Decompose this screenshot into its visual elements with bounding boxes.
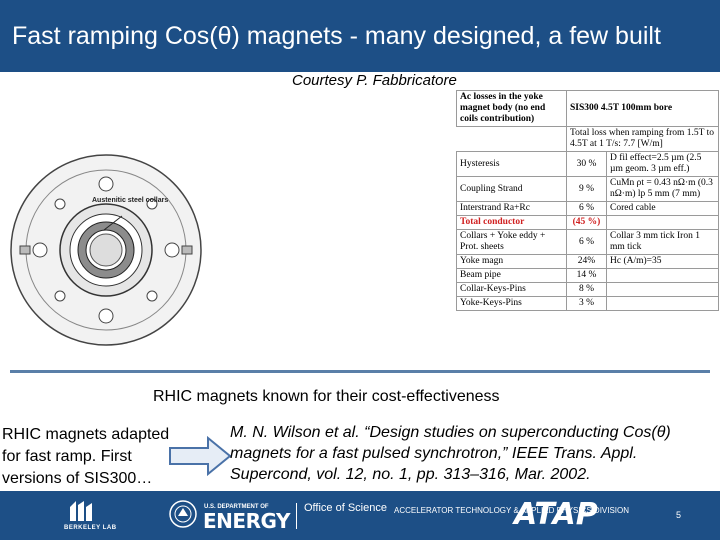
table-row: Coupling Strand 9 % CuMn ρt = 0.43 nΩ·m … (456, 176, 719, 202)
table-cell: Collar 3 mm tick Iron 1 mm tick (606, 229, 719, 255)
table-cell: 9 % (566, 176, 607, 202)
doe-seal-icon (169, 500, 197, 528)
table-cell: Beam pipe (456, 268, 567, 283)
office-of-science-text: Office of Science (304, 502, 387, 514)
table-cell: CuMn ρt = 0.43 nΩ·m (0.3 nΩ·m) lp 5 mm (… (606, 176, 719, 202)
table-cell: Yoke-Keys-Pins (456, 296, 567, 311)
table-cell: Total conductor (456, 215, 567, 230)
citation-text: M. N. Wilson et al. “Design studies on s… (230, 424, 671, 483)
table-row: Ac losses in the yoke magnet body (no en… (456, 90, 719, 127)
table-row: Total conductor (45 %) (456, 215, 719, 230)
arrow-right-icon (169, 436, 232, 476)
table-cell: Collars + Yoke eddy + Prot. sheets (456, 229, 567, 255)
table-row: Beam pipe 14 % (456, 268, 719, 283)
table-cell: 30 % (566, 151, 607, 177)
table-row: Hysteresis 30 % D fil effect=2.5 µm (2.5… (456, 151, 719, 177)
table-cell: SIS300 4.5T 100mm bore (566, 90, 719, 127)
table-cell: 6 % (566, 229, 607, 255)
magnet-label: Austenitic steel collars (92, 197, 168, 204)
doe-small-text: U.S. DEPARTMENT OF (204, 504, 269, 510)
atap-logo-text: ATAP (514, 497, 598, 532)
table-cell: D fil effect=2.5 µm (2.5 µm geom. 3 µm e… (606, 151, 719, 177)
table-row: Collars + Yoke eddy + Prot. sheets 6 % C… (456, 229, 719, 255)
table-cell (606, 215, 719, 230)
slide-title: Fast ramping Cos(θ) magnets - many desig… (12, 22, 661, 50)
rhic-caption: RHIC magnets known for their cost-effect… (153, 388, 500, 405)
magnet-cross-section-drawing: Austenitic steel collars (10, 154, 202, 346)
table-row: Yoke magn 24% Hc (A/m)=35 (456, 254, 719, 269)
table-cell: (45 %) (566, 215, 607, 230)
berkeley-lab-logo-icon (70, 501, 92, 521)
table-cell: 8 % (566, 282, 607, 297)
section-divider (10, 370, 710, 373)
table-cell: 6 % (566, 201, 607, 216)
footer-bar: BERKELEY LAB U.S. DEPARTMENT OF ENERGY O… (0, 491, 720, 540)
table-cell: Yoke magn (456, 254, 567, 269)
doe-energy-text: ENERGY (203, 509, 290, 533)
rhic-note: RHIC magnets adapted for fast ramp. Firs… (2, 426, 170, 487)
table-cell: Collar-Keys-Pins (456, 282, 567, 297)
table-cell: Cored cable (606, 201, 719, 216)
table-cell: Coupling Strand (456, 176, 567, 202)
table-cell: Total loss when ramping from 1.5T to 4.5… (566, 126, 719, 152)
table-cell (606, 268, 719, 283)
title-bar: Fast ramping Cos(θ) magnets - many desig… (0, 0, 720, 72)
table-row: Total loss when ramping from 1.5T to 4.5… (457, 126, 719, 152)
table-row: Collar-Keys-Pins 8 % (456, 282, 719, 297)
footer-separator (296, 503, 297, 529)
table-cell: Hysteresis (456, 151, 567, 177)
table-row: Interstrand Ra+Rc 6 % Cored cable (456, 201, 719, 216)
berkeley-lab-text: BERKELEY LAB (64, 525, 117, 531)
division-text: ACCELERATOR TECHNOLOGY & APPLIED PHYSICS… (394, 506, 630, 515)
table-cell: 14 % (566, 268, 607, 283)
table-cell (606, 282, 719, 297)
ac-loss-table: Ac losses in the yoke magnet body (no en… (456, 90, 719, 311)
table-row: Yoke-Keys-Pins 3 % (456, 296, 719, 311)
page-number: 5 (676, 510, 682, 520)
table-cell: Ac losses in the yoke magnet body (no en… (456, 90, 567, 127)
courtesy-text: Courtesy P. Fabbricatore (292, 72, 457, 89)
table-cell: 3 % (566, 296, 607, 311)
table-cell: 24% (566, 254, 607, 269)
table-cell: Interstrand Ra+Rc (456, 201, 567, 216)
table-cell (606, 296, 719, 311)
table-cell: Hc (A/m)=35 (606, 254, 719, 269)
